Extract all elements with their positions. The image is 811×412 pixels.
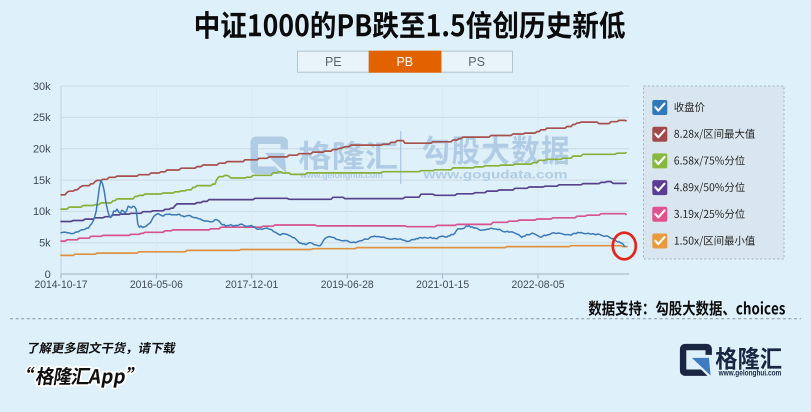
svg-text:www.gelonghui.com: www.gelonghui.com bbox=[299, 170, 383, 180]
svg-text:2019-06-28: 2019-06-28 bbox=[321, 279, 374, 291]
svg-text:2021-01-15: 2021-01-15 bbox=[416, 279, 469, 291]
svg-text:20k: 20k bbox=[33, 144, 51, 156]
svg-text:25k: 25k bbox=[33, 112, 51, 124]
svg-text:PE: PE bbox=[325, 55, 342, 69]
svg-text:5k: 5k bbox=[39, 238, 51, 250]
svg-text:www.gelonghui.com: www.gelonghui.com bbox=[718, 369, 782, 378]
svg-text:10k: 10k bbox=[33, 206, 51, 218]
svg-text:2017-12-01: 2017-12-01 bbox=[225, 279, 278, 291]
svg-text:2022-08-05: 2022-08-05 bbox=[512, 279, 565, 291]
svg-text:15k: 15k bbox=[33, 175, 51, 187]
svg-text:PB: PB bbox=[396, 55, 413, 69]
svg-text:www.gogudata.com: www.gogudata.com bbox=[422, 170, 567, 182]
svg-text:0: 0 bbox=[45, 269, 51, 281]
svg-text:2016-05-06: 2016-05-06 bbox=[130, 279, 183, 291]
svg-text:30k: 30k bbox=[33, 81, 51, 93]
svg-text:2014-10-17: 2014-10-17 bbox=[35, 279, 88, 291]
svg-text:PS: PS bbox=[468, 55, 485, 69]
